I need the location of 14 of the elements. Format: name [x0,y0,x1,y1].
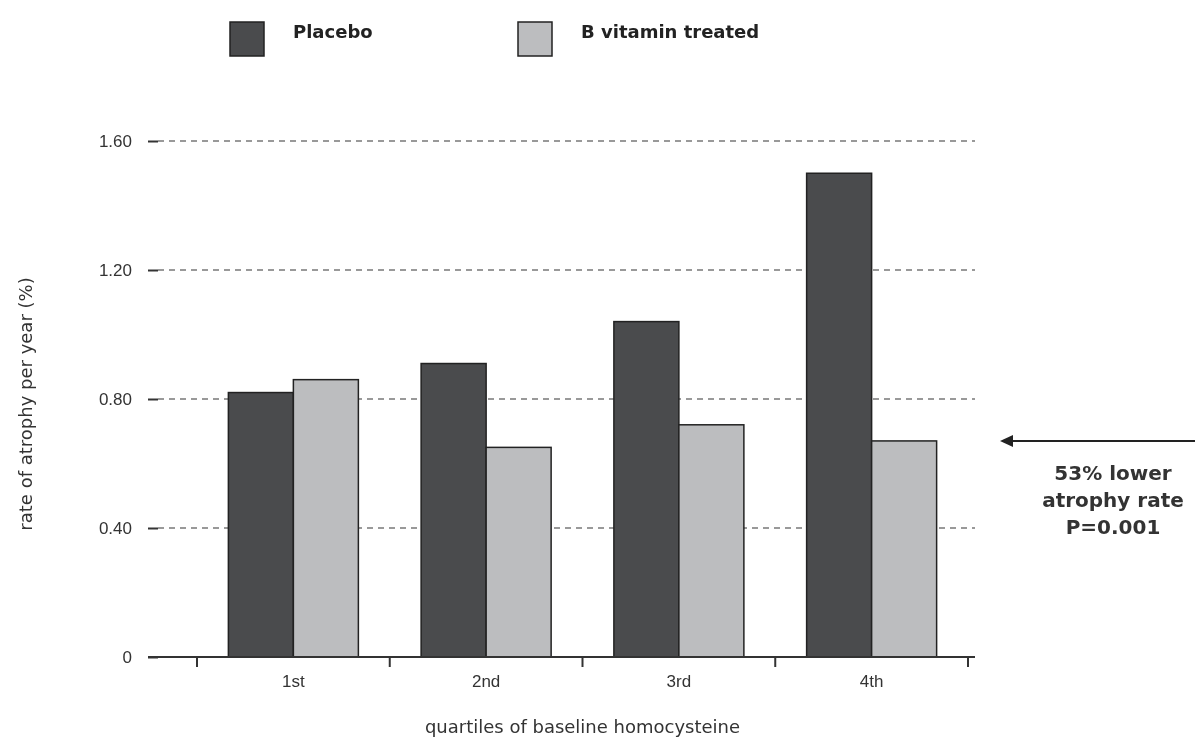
y-tick-label: 0.40 [98,518,132,538]
y-tick-label: 0.80 [98,389,132,409]
x-tick-label: 2nd [471,672,501,692]
y-tick-label: 1.60 [98,131,132,151]
legend-label: B vitamin treated [581,21,760,42]
text: 53% lower atrophy rate P=0.001 [1042,461,1184,539]
y-tick-label: 0 [122,647,132,667]
x-tick-label: 1st [282,672,305,692]
x-tick-label: 4th [859,672,884,692]
x-tick-label: 3rd [666,672,692,692]
x-axis-title: quartiles of baseline homocysteine [424,716,741,737]
legend-label: Placebo [293,21,373,42]
y-axis-title: rate of atrophy per year (%) [15,277,36,531]
y-tick-label: 1.20 [98,260,132,280]
